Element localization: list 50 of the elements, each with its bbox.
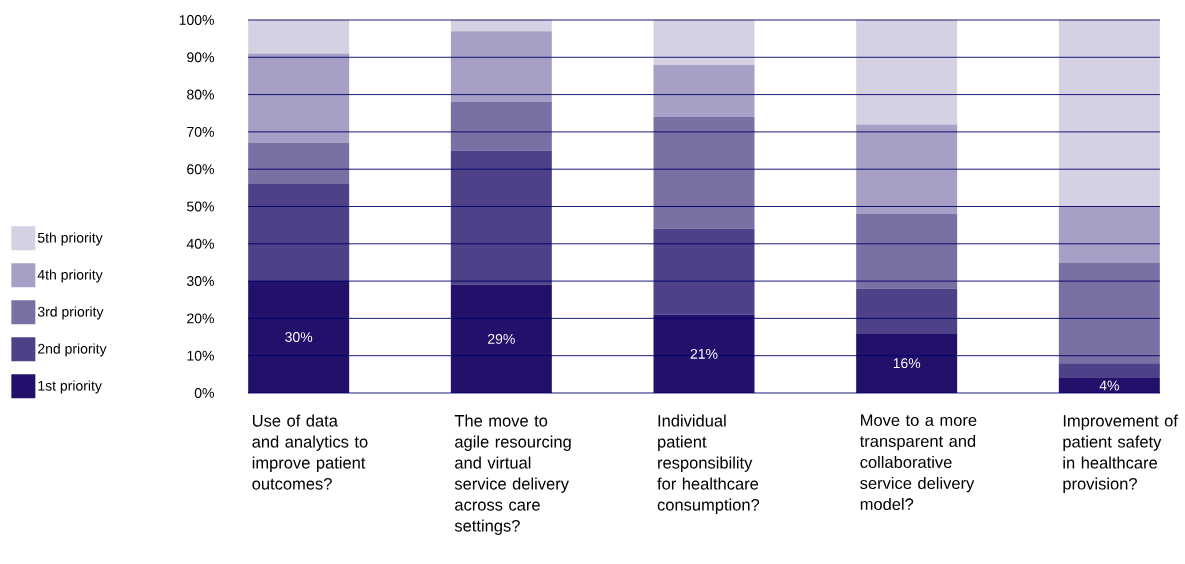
bar bbox=[856, 213, 958, 289]
data-label: 21% bbox=[690, 348, 718, 359]
y-tick-label: 80% bbox=[187, 89, 214, 100]
bar bbox=[1058, 378, 1160, 393]
bar bbox=[248, 19, 350, 54]
bar bbox=[653, 64, 755, 117]
bar bbox=[248, 184, 350, 282]
bar bbox=[248, 143, 350, 185]
bar bbox=[248, 281, 350, 393]
data-label: 29% bbox=[488, 333, 515, 344]
y-tick-label: 100% bbox=[179, 15, 214, 25]
legend-label: 1st priority bbox=[38, 380, 102, 394]
bar bbox=[856, 288, 958, 334]
bar bbox=[1058, 363, 1160, 379]
bar bbox=[450, 150, 552, 285]
legend-label: 5th priority bbox=[37, 232, 103, 246]
bar bbox=[856, 124, 958, 214]
y-tick-label: 20% bbox=[187, 313, 214, 324]
legend-label: 3rd priority bbox=[37, 306, 104, 320]
legend-label: 2nd priority bbox=[38, 343, 107, 357]
y-tick-label: 90% bbox=[187, 52, 214, 63]
x-tick-label: Use of data and analytics to improve patient outcomes? bbox=[252, 414, 368, 490]
bar bbox=[653, 19, 755, 65]
bar bbox=[1058, 262, 1160, 364]
x-tick-label: The move to agile resourcing and virtual service delivery across care settings? bbox=[454, 414, 571, 535]
data-label: 4% bbox=[1099, 380, 1119, 391]
data-label: 30% bbox=[285, 332, 313, 342]
bar bbox=[450, 102, 552, 151]
bar bbox=[1058, 19, 1160, 207]
bar bbox=[653, 314, 755, 393]
y-tick-label: 0% bbox=[194, 388, 214, 398]
y-tick-label: 50% bbox=[187, 201, 214, 212]
bar bbox=[653, 228, 755, 315]
data-label: 16% bbox=[893, 358, 921, 369]
legend-label: 4th priority bbox=[37, 269, 103, 283]
y-tick-label: 10% bbox=[187, 350, 214, 361]
y-tick-label: 30% bbox=[186, 276, 214, 287]
bar bbox=[450, 31, 552, 103]
x-tick-label: Move to a more transparent and collaborative service delivery model? bbox=[859, 414, 977, 511]
bar bbox=[856, 333, 958, 393]
bar bbox=[450, 284, 552, 393]
bar bbox=[248, 53, 350, 144]
x-tick-label: Individual patient responsibility for healthcare consumption? bbox=[657, 414, 760, 514]
y-tick-label: 40% bbox=[186, 238, 214, 249]
y-tick-label: 60% bbox=[187, 164, 214, 175]
y-tick-label: 70% bbox=[187, 126, 214, 137]
x-tick-label: Improvement of patient safety in healthcare provision? bbox=[1063, 414, 1178, 493]
bar bbox=[653, 116, 755, 229]
bar bbox=[1058, 206, 1160, 263]
bar bbox=[856, 19, 958, 125]
